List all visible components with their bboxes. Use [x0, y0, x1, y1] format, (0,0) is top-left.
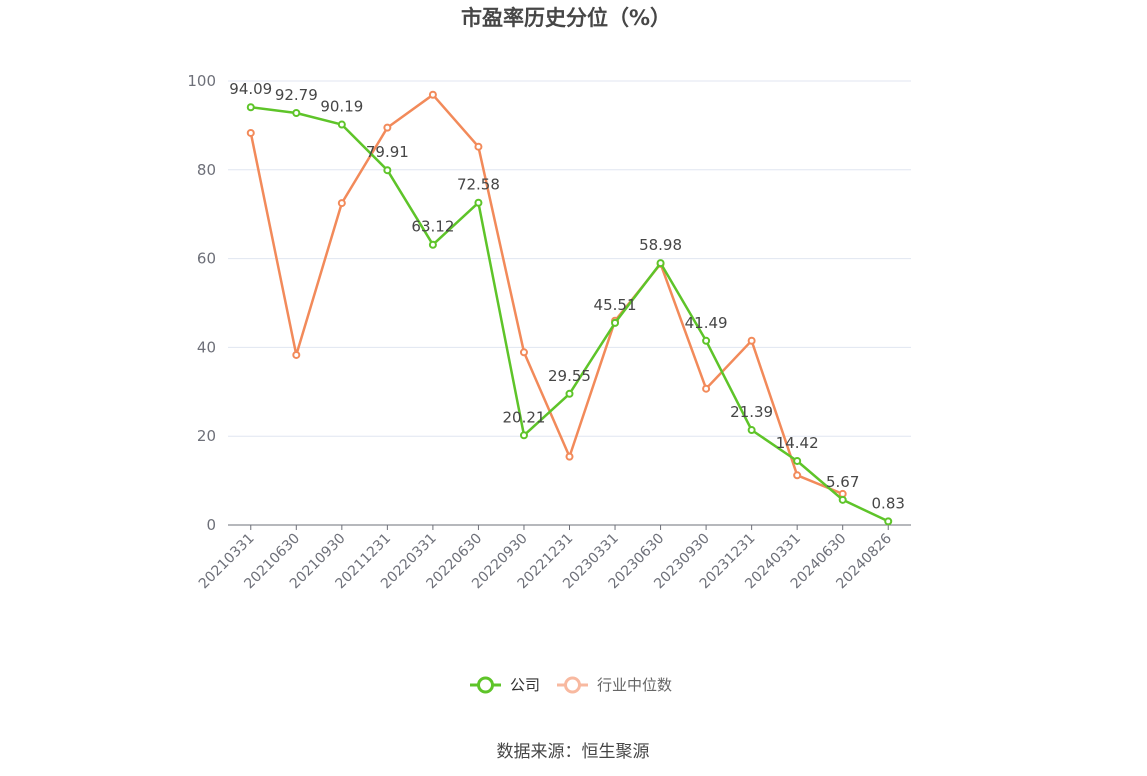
data-label: 5.67 [826, 473, 859, 491]
data-label: 14.42 [776, 434, 819, 452]
legend[interactable]: 公司 行业中位数 [470, 676, 672, 694]
data-point[interactable] [428, 240, 437, 249]
x-axis: 2021033120210630202109302021123120220331… [196, 524, 911, 592]
data-point[interactable] [292, 109, 301, 118]
data-label: 58.98 [639, 236, 682, 254]
data-label: 72.58 [457, 176, 500, 194]
legend-item-1[interactable]: 行业中位数 [557, 676, 672, 694]
data-label: 41.49 [685, 314, 728, 332]
data-point[interactable] [565, 389, 574, 398]
data-point[interactable] [793, 456, 802, 465]
data-point[interactable] [337, 199, 346, 208]
data-point[interactable] [747, 426, 756, 435]
data-point[interactable] [519, 348, 528, 357]
data-point[interactable] [474, 198, 483, 207]
y-axis-ticks: 0 20 40 60 80 100 [187, 72, 216, 534]
legend-label: 行业中位数 [597, 676, 672, 694]
data-label: 21.39 [730, 403, 773, 421]
y-tick-label: 20 [197, 427, 216, 445]
data-point[interactable] [246, 128, 255, 137]
data-label: 63.12 [411, 218, 454, 236]
data-point[interactable] [793, 471, 802, 480]
data-point[interactable] [383, 123, 392, 132]
data-point[interactable] [838, 495, 847, 504]
data-point[interactable] [474, 142, 483, 151]
data-point[interactable] [519, 431, 528, 440]
data-label: 90.19 [320, 98, 363, 116]
data-label: 0.83 [872, 494, 905, 512]
legend-label: 公司 [510, 676, 540, 694]
data-label: 45.51 [594, 296, 637, 314]
data-point[interactable] [702, 384, 711, 393]
legend-marker [477, 676, 494, 694]
y-tick-label: 40 [197, 338, 216, 356]
y-tick-label: 0 [206, 516, 216, 534]
series-line-1 [249, 93, 844, 496]
data-point[interactable] [747, 336, 756, 345]
legend-item-0[interactable]: 公司 [470, 676, 540, 694]
y-tick-label: 80 [197, 161, 216, 179]
data-point[interactable] [656, 259, 665, 268]
y-tick-label: 60 [197, 250, 216, 268]
grid [228, 80, 911, 437]
data-point[interactable] [292, 350, 301, 359]
data-point[interactable] [337, 120, 346, 129]
data-label: 79.91 [366, 143, 409, 161]
y-tick-label: 100 [187, 72, 216, 90]
data-point[interactable] [702, 336, 711, 345]
data-label: 94.09 [229, 80, 272, 98]
data-label: 92.79 [275, 86, 318, 104]
data-point[interactable] [565, 452, 574, 461]
legend-marker [564, 676, 581, 694]
data-point[interactable] [884, 517, 893, 526]
data-label: 20.21 [502, 408, 545, 426]
data-point[interactable] [383, 166, 392, 175]
data-point[interactable] [611, 318, 620, 327]
data-label: 29.55 [548, 367, 591, 385]
series [246, 90, 893, 526]
source-note: 数据来源：恒生聚源 [497, 742, 650, 762]
chart-title: 市盈率历史分位（%） [461, 6, 671, 30]
data-point[interactable] [428, 90, 437, 99]
data-point[interactable] [246, 103, 255, 112]
